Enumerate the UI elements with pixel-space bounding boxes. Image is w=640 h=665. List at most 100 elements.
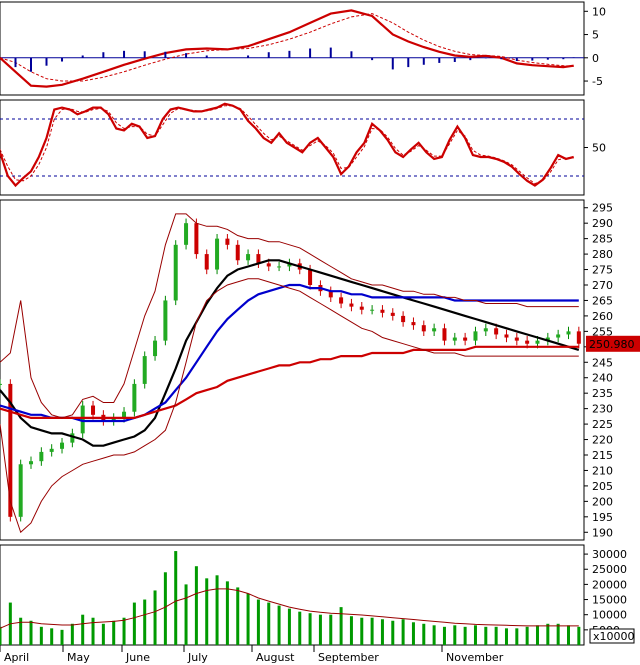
price-candle-body xyxy=(421,325,426,332)
volume-bar xyxy=(360,617,364,645)
volume-bar xyxy=(401,619,405,645)
volume-bar xyxy=(308,613,312,645)
price-candle-body xyxy=(225,238,230,245)
volume-y-tick-label: 15000 xyxy=(592,594,627,607)
volume-bar xyxy=(463,626,467,645)
volume-bar xyxy=(484,626,488,645)
volume-y-tick-label: 20000 xyxy=(592,578,627,591)
price-candle-body xyxy=(235,244,240,261)
price-y-tick-label: 195 xyxy=(592,511,613,524)
price-candle-body xyxy=(494,328,499,335)
volume-bar xyxy=(163,572,167,645)
price-candle-body xyxy=(390,312,395,316)
price-candle-body xyxy=(401,315,406,323)
price-y-tick-label: 215 xyxy=(592,449,613,462)
price-candle-body xyxy=(339,297,344,304)
volume-bar xyxy=(205,578,209,645)
price-candle-body xyxy=(194,223,199,255)
stochastic-k-line xyxy=(0,102,574,188)
volume-bar xyxy=(442,626,446,645)
price-candle-body xyxy=(452,337,457,341)
price-candle-body xyxy=(91,405,96,415)
macd-signal-line xyxy=(0,13,574,82)
price-y-tick-label: 285 xyxy=(592,233,613,246)
volume-unit-box xyxy=(589,628,635,644)
month-label: June xyxy=(125,651,150,664)
price-ma-red-line xyxy=(0,345,579,419)
volume-bar xyxy=(504,628,508,645)
price-candle-body xyxy=(80,405,85,434)
volume-bar xyxy=(70,623,74,645)
price-candle-body xyxy=(566,331,571,335)
volume-bar xyxy=(298,611,302,645)
price-y-tick-label: 200 xyxy=(592,495,613,508)
macd-panel: 10 5 0 -5 xyxy=(0,5,606,88)
volume-bar xyxy=(349,616,353,645)
volume-bar xyxy=(577,626,581,645)
volume-bar xyxy=(174,551,178,645)
volume-y-tick-label: 10000 xyxy=(592,609,627,622)
price-ma-blue-line xyxy=(0,283,579,423)
price-candle-body xyxy=(49,448,54,452)
last-price-badge xyxy=(586,335,640,352)
price-candle-body xyxy=(463,337,468,341)
price-candle-body xyxy=(473,331,478,341)
price-candle-body xyxy=(266,263,271,267)
month-label: November xyxy=(446,651,504,664)
volume-bar xyxy=(339,607,343,645)
price-y-tick-label: 270 xyxy=(592,279,613,292)
macd-macd-line xyxy=(0,9,574,88)
price-candle-body xyxy=(525,340,530,344)
volume-bar xyxy=(329,614,333,645)
price-candle-body xyxy=(70,433,75,443)
volume-bar xyxy=(515,628,519,645)
price-candle-body xyxy=(173,244,178,301)
price-y-tick-label: 265 xyxy=(592,294,613,307)
volume-bar xyxy=(267,602,271,645)
volume-bar xyxy=(122,617,126,645)
macd-y-tick-label: 5 xyxy=(592,29,599,42)
volume-bar xyxy=(494,626,498,645)
month-label: May xyxy=(67,651,90,664)
volume-y-tick-label: 30000 xyxy=(592,548,627,561)
price-candle-body xyxy=(8,383,13,517)
price-candle-body xyxy=(18,464,23,517)
price-candle-body xyxy=(246,254,251,261)
volume-bar xyxy=(566,625,570,645)
volume-bar xyxy=(535,625,539,645)
volume-bar xyxy=(246,593,250,645)
volume-bar xyxy=(101,623,105,645)
volume-bar xyxy=(256,599,260,645)
price-candle-body xyxy=(535,340,540,344)
price-y-tick-label: 210 xyxy=(592,464,613,477)
price-candle-body xyxy=(122,411,127,418)
price-candle-body xyxy=(204,254,209,270)
price-candle-body xyxy=(504,334,509,338)
price-candle-body xyxy=(432,328,437,332)
month-label: July xyxy=(187,651,208,664)
price-candle-body xyxy=(359,306,364,310)
price-y-tick-label: 275 xyxy=(592,264,613,277)
price-bb-lower-line xyxy=(0,278,579,534)
price-candle-body xyxy=(287,263,292,267)
volume-bar xyxy=(225,581,229,645)
price-y-tick-label: 190 xyxy=(592,526,613,539)
price-candle-body xyxy=(256,254,261,264)
price-candle-body xyxy=(556,334,561,338)
price-candle-body xyxy=(411,322,416,326)
price-candle-body xyxy=(153,340,158,357)
volume-bar xyxy=(473,625,477,645)
month-label: April xyxy=(4,651,29,664)
volume-bar xyxy=(391,620,395,645)
price-candle-body xyxy=(545,337,550,341)
last-price-label: 250.980 xyxy=(589,338,635,351)
price-candle-body xyxy=(29,461,34,465)
volume-bar xyxy=(277,605,281,645)
volume-bar xyxy=(0,626,2,645)
price-y-tick-label: 230 xyxy=(592,403,613,416)
macd-y-tick-label: 10 xyxy=(592,5,606,18)
volume-panel: 30000250002000015000100005000x10000 xyxy=(0,548,635,645)
price-bb-upper-line xyxy=(0,213,579,419)
price-y-tick-label: 295 xyxy=(592,202,613,215)
